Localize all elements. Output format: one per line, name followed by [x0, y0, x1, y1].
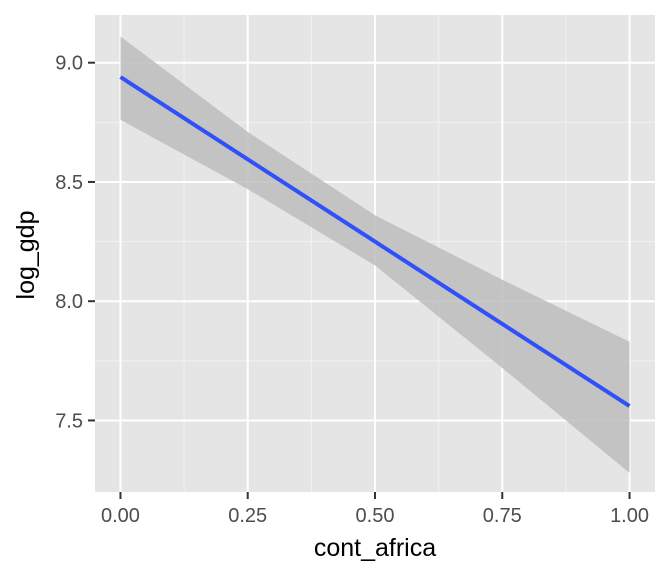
x-tick-label: 0.00 — [101, 505, 140, 527]
confidence-ribbon — [120, 36, 630, 473]
x-tick-label: 0.50 — [356, 505, 395, 527]
x-axis-title: cont_africa — [314, 534, 436, 562]
regression-line — [119, 75, 631, 408]
y-tick-label: 9.0 — [55, 53, 83, 75]
y-axis-title: log_gdp — [12, 211, 40, 300]
y-tick-label: 8.0 — [55, 291, 83, 313]
y-tick-label: 7.5 — [55, 410, 83, 432]
x-tick-label: 0.25 — [228, 505, 267, 527]
y-axis-ticks: 7.5 8.0 8.5 9.0 — [55, 53, 95, 432]
x-tick-label: 0.75 — [483, 505, 522, 527]
x-tick-label: 1.00 — [610, 505, 649, 527]
x-axis-ticks: 0.00 0.25 0.50 0.75 1.00 — [101, 492, 649, 527]
y-tick-label: 8.5 — [55, 172, 83, 194]
